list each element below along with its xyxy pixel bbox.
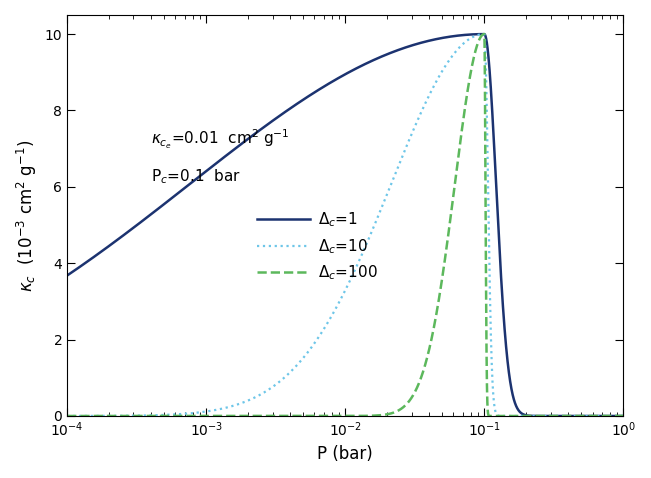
$\Delta_c$=10 xyxy=(96,413,104,419)
$\Delta_c$=1 xyxy=(335,75,343,81)
$\Delta_c$=100 xyxy=(96,413,104,419)
Text: $\kappa_{c_e}$=0.01  cm$^2$ g$^{-1}$: $\kappa_{c_e}$=0.01 cm$^2$ g$^{-1}$ xyxy=(150,127,289,151)
$\Delta_c$=100 xyxy=(620,413,628,419)
$\Delta_c$=100 xyxy=(335,413,343,419)
$\Delta_c$=10 xyxy=(620,413,628,419)
Y-axis label: $\kappa_c$  ($10^{-3}$ cm$^2$ g$^{-1}$): $\kappa_c$ ($10^{-3}$ cm$^2$ g$^{-1}$) xyxy=(15,140,39,292)
$\Delta_c$=10 xyxy=(63,413,71,419)
Line: $\Delta_c$=1: $\Delta_c$=1 xyxy=(67,34,624,416)
$\Delta_c$=100 xyxy=(590,413,598,419)
Line: $\Delta_c$=100: $\Delta_c$=100 xyxy=(67,34,624,416)
$\Delta_c$=10 xyxy=(480,31,488,37)
$\Delta_c$=1 xyxy=(620,413,628,419)
$\Delta_c$=10 xyxy=(87,413,94,419)
$\Delta_c$=10 xyxy=(335,300,343,305)
$\Delta_c$=1 xyxy=(66,271,74,277)
$\Delta_c$=1 xyxy=(480,31,488,37)
$\Delta_c$=1 xyxy=(87,257,94,262)
$\Delta_c$=100 xyxy=(87,413,94,419)
$\Delta_c$=10 xyxy=(590,413,598,419)
Legend: $\Delta_c$=1, $\Delta_c$=10, $\Delta_c$=100: $\Delta_c$=1, $\Delta_c$=10, $\Delta_c$=… xyxy=(251,205,384,288)
$\Delta_c$=10 xyxy=(66,413,74,419)
$\Delta_c$=1 xyxy=(63,272,71,278)
$\Delta_c$=10 xyxy=(173,412,180,417)
X-axis label: P (bar): P (bar) xyxy=(318,445,373,463)
$\Delta_c$=100 xyxy=(526,413,534,419)
Line: $\Delta_c$=10: $\Delta_c$=10 xyxy=(67,34,624,416)
$\Delta_c$=1 xyxy=(590,413,598,419)
Text: P$_c$=0.1  bar: P$_c$=0.1 bar xyxy=(150,167,240,186)
$\Delta_c$=100 xyxy=(66,413,74,419)
$\Delta_c$=100 xyxy=(480,31,488,37)
$\Delta_c$=100 xyxy=(173,413,180,419)
$\Delta_c$=1 xyxy=(96,250,104,255)
$\Delta_c$=100 xyxy=(63,413,71,419)
$\Delta_c$=1 xyxy=(173,192,180,197)
